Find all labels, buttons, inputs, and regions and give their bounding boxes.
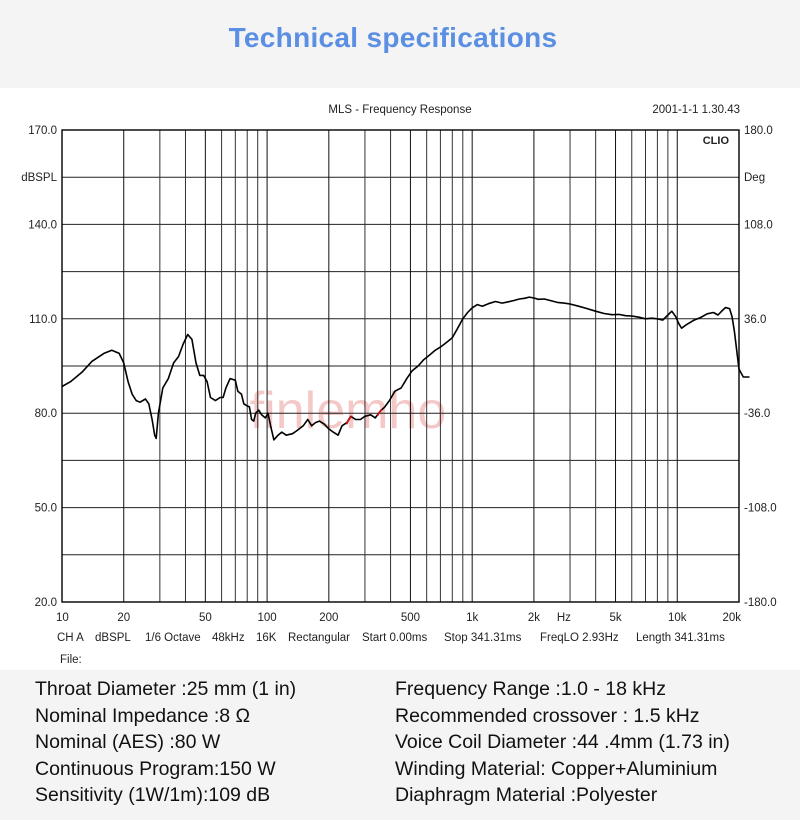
settings-item: CH A [57, 632, 84, 644]
watermark-text: finlemho [250, 382, 447, 440]
y-right-unit-label: Deg [744, 172, 765, 184]
y-right-tick-label: 180.0 [744, 125, 773, 137]
spec-voice-coil-diameter: Voice Coil Diameter :44 .4mm (1.73 in) [395, 731, 730, 754]
spec-throat-diameter: Throat Diameter :25 mm (1 in) [35, 678, 297, 700]
settings-item: Length 341.31ms [636, 632, 725, 644]
y-right-tick-label: -108.0 [744, 503, 777, 515]
spec-diaphragm-material: Diaphragm Material :Polyester [395, 784, 658, 807]
x-tick-label: 10 [56, 612, 69, 624]
chart-timestamp: 2001-1-1 1.30.43 [652, 104, 740, 116]
spec-continuous-program: Continuous Program:150 W [35, 757, 276, 780]
y-left-tick-label: 80.0 [35, 408, 57, 420]
settings-item: Start 0.00ms [362, 632, 427, 644]
settings-item: 48kHz [212, 632, 245, 644]
spec-sensitivity: Sensitivity (1W/1m):109 dB [35, 784, 271, 807]
y-left-tick-label: 140.0 [28, 219, 57, 231]
y-left-tick-label: 50.0 [35, 503, 57, 515]
y-left-tick-label: 110.0 [29, 314, 57, 326]
frequency-response-svg: finlemho MLS - Frequency Response 2001-1-… [21, 104, 776, 666]
x-unit-label: Hz [557, 612, 571, 624]
brand-label: CLIO [703, 135, 730, 147]
x-tick-label: 2k [528, 612, 540, 624]
x-tick-label: 100 [257, 612, 276, 624]
settings-item: dBSPL [95, 632, 131, 644]
x-tick-label: 50 [199, 612, 212, 624]
file-label: File: [60, 654, 82, 666]
specs-right-column: Frequency Range :1.0 - 18 kHz Recommende… [395, 676, 730, 809]
chart-labels: MLS - Frequency Response 2001-1-1 1.30.43… [21, 104, 776, 666]
settings-item: FreqLO 2.93Hz [540, 632, 619, 644]
y-right-tick-label: -36.0 [744, 408, 770, 420]
y-left-tick-label: 20.0 [35, 597, 57, 609]
spec-frequency-range: Frequency Range :1.0 - 18 kHz [395, 678, 666, 700]
spec-winding-material: Winding Material: Copper+Aluminium [395, 757, 718, 780]
x-tick-label: 10k [668, 612, 687, 624]
y-right-tick-label: -180.0 [744, 597, 777, 609]
y-right-tick-label: 36.0 [744, 314, 766, 326]
y-right-tick-label: 108.0 [744, 219, 773, 231]
chart-series [61, 296, 750, 441]
y-left-tick-label: 170.0 [28, 125, 57, 137]
x-tick-label: 200 [319, 612, 338, 624]
settings-item: 1/6 Octave [145, 632, 201, 644]
spec-nominal-aes: Nominal (AES) :80 W [35, 731, 221, 754]
x-tick-label: 500 [401, 612, 420, 624]
specs-left-column: Throat Diameter :25 mm (1 in) Nominal Im… [35, 676, 296, 809]
specifications-panel: Throat Diameter :25 mm (1 in) Nominal Im… [0, 676, 800, 820]
x-tick-label: 20k [722, 612, 741, 624]
highlight-segment [376, 408, 383, 417]
frequency-response-line [61, 296, 750, 441]
settings-item: 16K [256, 632, 277, 644]
grid-lines: finlemho [61, 129, 740, 603]
page-title: Technical specifications [228, 22, 558, 53]
chart-title: MLS - Frequency Response [328, 104, 471, 116]
spec-nominal-impedance: Nominal Impedance :8 Ω [35, 704, 251, 727]
x-tick-label: 1k [466, 612, 478, 624]
settings-item: Stop 341.31ms [444, 632, 522, 644]
settings-item: Rectangular [288, 632, 350, 644]
x-tick-label: 20 [117, 612, 130, 624]
frequency-response-chart: finlemho MLS - Frequency Response 2001-1-… [0, 88, 800, 670]
highlight-segment [345, 415, 353, 425]
x-tick-label: 5k [609, 612, 621, 624]
y-left-unit-label: dBSPL [21, 172, 57, 184]
spec-recommended-crossover: Recommended crossover : 1.5 kHz [395, 704, 700, 727]
